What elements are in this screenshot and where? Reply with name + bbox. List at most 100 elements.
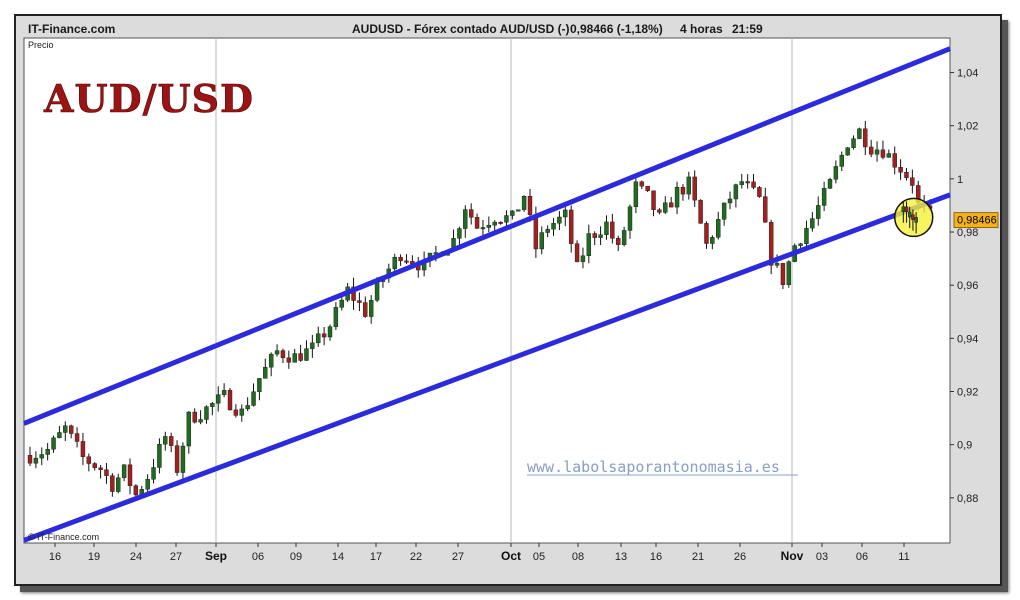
candle-body (810, 218, 815, 229)
candle-body (363, 302, 368, 317)
highlight-candle-body (904, 206, 909, 212)
candle-body (763, 196, 768, 223)
candle-body (816, 205, 821, 219)
candle-body (568, 209, 574, 244)
candle-body (651, 190, 656, 210)
candle-body (692, 176, 697, 201)
candle-body (598, 234, 603, 238)
channel-layer (23, 46, 951, 543)
x-tick-label: 16 (49, 551, 61, 563)
candle-body (316, 333, 321, 344)
candle-body (298, 353, 303, 361)
candle-body (633, 181, 639, 207)
candle-body (74, 433, 80, 442)
x-tick-label: 19 (88, 551, 100, 563)
candle-body (733, 184, 739, 200)
candle-body (498, 221, 503, 224)
y-axis: 1,04 1,02 1 0,98 0,96 0,94 0,92 0,9 0,88 (950, 68, 978, 505)
y-tick-label: 1,04 (957, 68, 978, 80)
candle-body (821, 188, 827, 206)
candle-body (874, 149, 880, 155)
candle-body (557, 216, 562, 224)
candle-body (910, 177, 915, 186)
candle-body (839, 154, 844, 167)
candle-body (880, 149, 886, 158)
candle-body (233, 409, 239, 416)
candle-body (239, 408, 244, 416)
candle-body (457, 228, 462, 239)
candle-body (863, 128, 868, 148)
candle-body (604, 221, 609, 235)
candle-body (563, 209, 568, 218)
candle-body (833, 166, 839, 180)
candle-body (204, 406, 209, 420)
y-tick-label: 1,02 (957, 121, 978, 133)
candle-body (468, 209, 474, 218)
header-time: 21:59 (732, 22, 763, 36)
candle-body (121, 464, 127, 478)
candle-body (486, 224, 492, 228)
candle-body (98, 467, 103, 470)
candle-body (80, 441, 86, 457)
candle-body (51, 437, 56, 450)
candle-body (68, 425, 74, 434)
candle-body (192, 411, 197, 423)
candle-body (357, 300, 362, 303)
grid-layer (215, 38, 793, 543)
candle-body (804, 227, 809, 244)
chart-svg: IT-Finance.com AUDUSD - Fórex contado AU… (23, 22, 999, 563)
candle-body (621, 230, 627, 245)
candle-body (680, 186, 686, 195)
candle-body (698, 199, 703, 224)
candle-body (33, 457, 39, 464)
candle-body (574, 243, 580, 262)
candle-body (586, 233, 592, 256)
candle-body (663, 202, 668, 213)
candle-body (857, 128, 862, 139)
candle-body (710, 237, 715, 244)
y-tick-label: 0,98 (957, 227, 978, 239)
x-tick-month-label: Oct (501, 549, 521, 563)
candle-body (321, 333, 327, 338)
candle-body (780, 263, 786, 285)
x-tick-label: 24 (130, 551, 142, 563)
x-tick-label: 16 (650, 551, 662, 563)
candle-body (216, 394, 221, 404)
candle-body (739, 181, 744, 185)
candle-body (757, 187, 762, 197)
candle-body (786, 261, 792, 285)
x-tick-label: 21 (692, 551, 704, 563)
candle-body (180, 445, 186, 473)
candle-body (27, 455, 33, 464)
candle-body (545, 228, 550, 233)
candle-body (892, 153, 897, 168)
copyright: © IT-Finance.com (28, 532, 99, 542)
candle-body (221, 390, 227, 395)
y-tick-label: 0,92 (957, 387, 978, 399)
candle-body (245, 405, 250, 410)
candle-body (310, 342, 315, 349)
candle-body (539, 232, 544, 250)
chart-frame: IT-Finance.com AUDUSD - Fórex contado AU… (14, 14, 1002, 586)
channel-line-upper (23, 46, 951, 426)
candle-body (263, 366, 268, 379)
candle-body (745, 181, 750, 184)
x-tick-label: 17 (370, 551, 382, 563)
y-tick-label: 1 (957, 174, 963, 186)
last-price-box-bg (953, 212, 999, 229)
candle-body (133, 485, 139, 496)
candle-body (339, 299, 344, 308)
x-tick-label: 05 (533, 551, 545, 563)
x-tick-month-label: Sep (205, 549, 227, 563)
candle-body (392, 256, 397, 270)
candle-body (774, 263, 780, 266)
header-timeframe: 4 horas (680, 22, 723, 36)
candle-body (645, 185, 650, 191)
watermark-link[interactable]: www.labolsaporantonomasia.es (527, 458, 780, 476)
candle-body (886, 153, 892, 158)
candle-body (251, 391, 256, 406)
header-instrument: AUDUSD - Fórex contado AUD/USD (-) (352, 22, 570, 36)
candle-body (798, 243, 803, 246)
candle-body (527, 195, 533, 215)
candle-body (327, 326, 333, 338)
